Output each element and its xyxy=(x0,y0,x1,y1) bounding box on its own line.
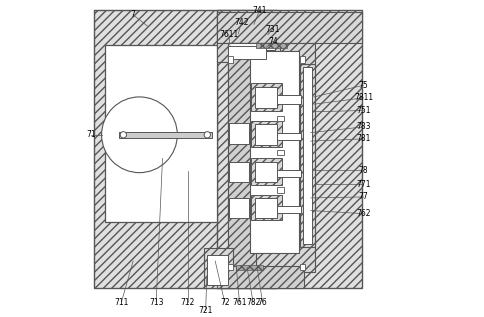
Bar xyxy=(277,187,284,193)
Bar xyxy=(251,120,282,147)
Text: 741: 741 xyxy=(252,6,267,15)
Text: 781: 781 xyxy=(356,134,371,143)
Text: 7811: 7811 xyxy=(354,94,373,102)
Bar xyxy=(277,133,301,139)
Text: 731: 731 xyxy=(266,25,280,34)
Bar xyxy=(277,115,284,121)
Bar xyxy=(255,124,277,145)
Bar xyxy=(229,162,249,182)
Bar xyxy=(228,43,315,272)
Bar xyxy=(204,248,232,288)
Text: 782: 782 xyxy=(246,297,260,307)
Bar xyxy=(228,56,233,63)
Bar xyxy=(303,67,312,244)
Bar xyxy=(277,95,301,104)
Bar xyxy=(255,198,277,218)
Text: 78: 78 xyxy=(359,166,368,175)
Bar xyxy=(207,255,228,285)
Text: 72: 72 xyxy=(220,297,229,307)
Bar xyxy=(255,87,277,108)
Bar xyxy=(217,10,362,288)
Bar xyxy=(300,263,305,270)
Text: 75: 75 xyxy=(359,81,368,90)
Text: 751: 751 xyxy=(356,106,371,115)
Bar xyxy=(251,158,282,185)
Bar xyxy=(228,57,256,272)
Bar xyxy=(236,265,262,269)
Text: 742: 742 xyxy=(234,18,249,27)
Bar xyxy=(277,150,284,155)
Circle shape xyxy=(102,97,177,173)
Bar xyxy=(251,195,282,220)
Bar xyxy=(229,198,249,218)
Text: 713: 713 xyxy=(149,297,164,307)
Bar xyxy=(251,83,282,111)
Bar xyxy=(228,43,275,49)
Text: 783: 783 xyxy=(356,122,371,131)
Circle shape xyxy=(204,132,211,138)
Text: 7611: 7611 xyxy=(219,30,239,39)
Bar xyxy=(256,43,287,48)
Text: 762: 762 xyxy=(356,209,371,218)
Text: 77: 77 xyxy=(359,192,368,201)
Circle shape xyxy=(120,132,126,138)
Bar xyxy=(277,206,301,213)
Text: 71: 71 xyxy=(86,130,96,139)
Bar xyxy=(255,162,277,182)
Bar xyxy=(277,171,301,178)
Text: 711: 711 xyxy=(114,297,129,307)
Bar xyxy=(105,45,217,222)
Text: 712: 712 xyxy=(181,297,195,307)
Bar xyxy=(300,56,305,63)
Bar xyxy=(119,132,212,138)
Text: 771: 771 xyxy=(356,180,371,189)
Bar xyxy=(217,12,362,43)
Text: 761: 761 xyxy=(232,297,247,307)
Bar xyxy=(250,51,299,253)
Bar xyxy=(94,10,277,288)
Bar xyxy=(301,64,315,247)
Text: 7: 7 xyxy=(131,10,136,19)
Bar xyxy=(217,43,280,62)
Text: 76: 76 xyxy=(257,297,267,307)
Bar xyxy=(228,47,266,59)
Bar xyxy=(228,263,233,270)
Text: 74: 74 xyxy=(268,36,278,46)
Bar xyxy=(229,123,249,144)
Bar xyxy=(217,266,303,288)
Text: 721: 721 xyxy=(198,306,213,315)
